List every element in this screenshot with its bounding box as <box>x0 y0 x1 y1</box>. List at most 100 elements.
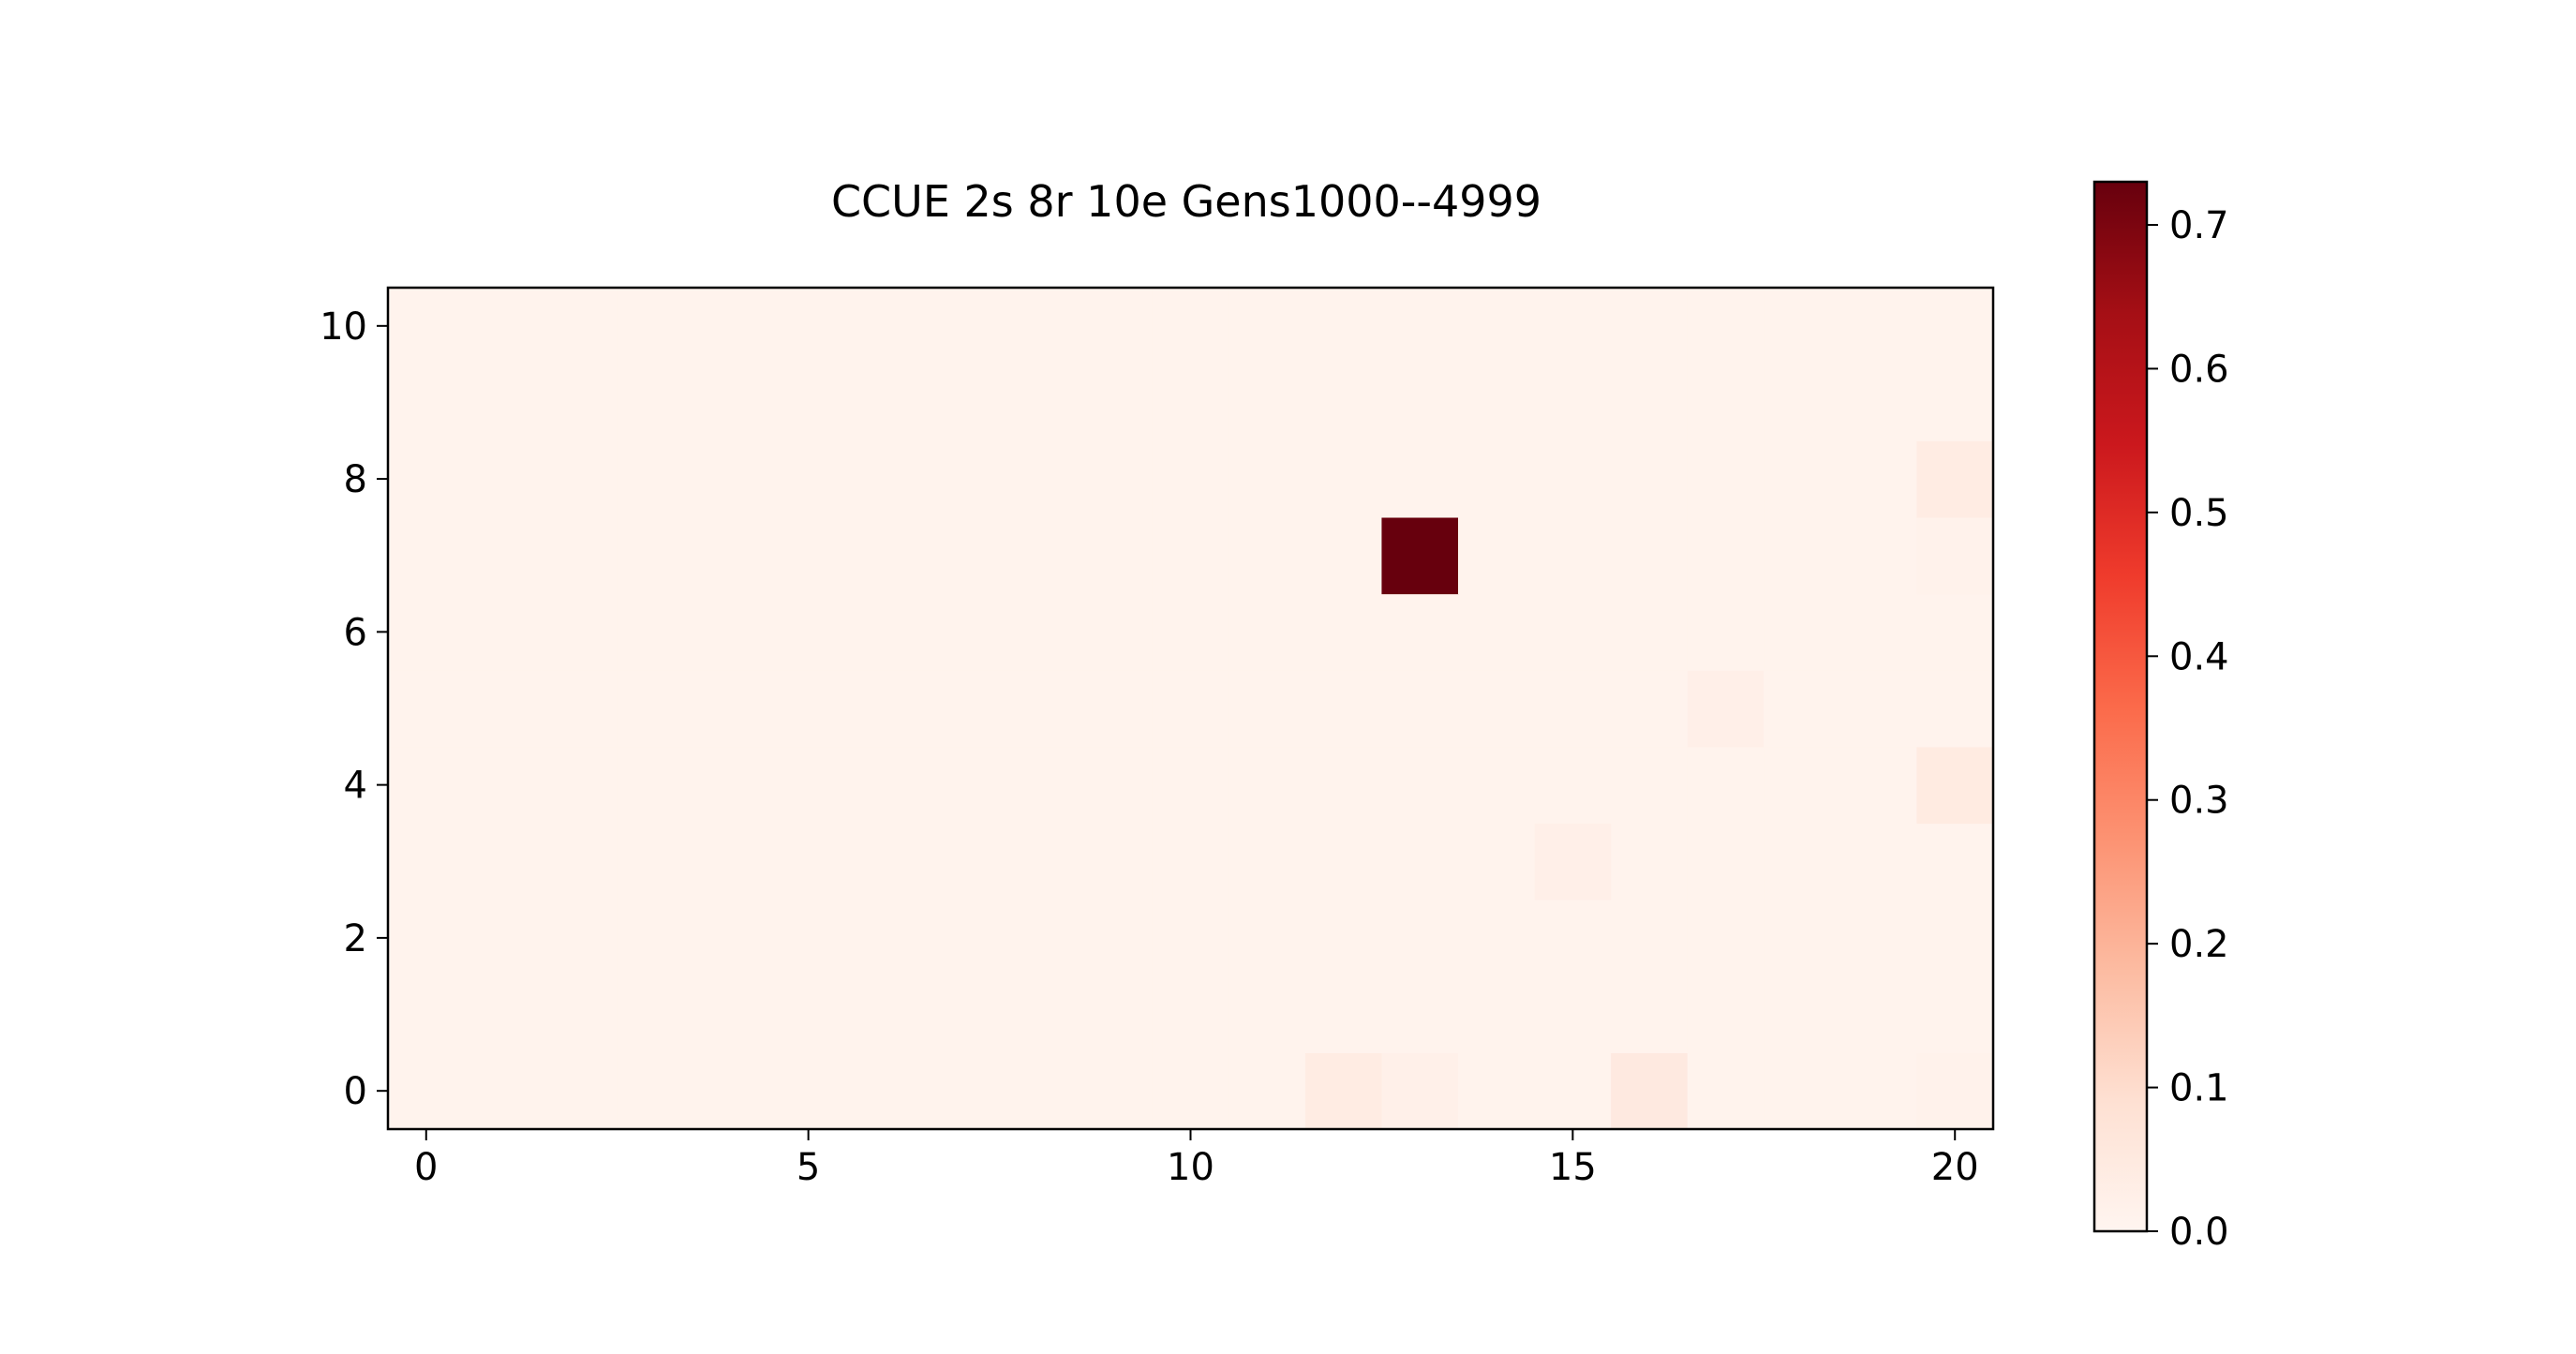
heatmap-cell-2-10 <box>541 288 618 365</box>
heatmap-cell-18-8 <box>1764 440 1841 518</box>
heatmap-cell-6-10 <box>846 288 924 365</box>
heatmap-cell-19-4 <box>1839 746 1918 825</box>
heatmap-cell-14-9 <box>1458 364 1536 441</box>
heatmap-cell-9-0 <box>1076 1052 1154 1130</box>
heatmap-cell-1-7 <box>464 516 542 595</box>
colorbar-tick-label: 0.7 <box>2169 204 2229 247</box>
heatmap-cell-0-7 <box>388 516 466 595</box>
heatmap-cell-10-4 <box>1152 746 1229 825</box>
heatmap-cell-3-5 <box>617 670 694 748</box>
heatmap-cell-0-5 <box>388 670 466 748</box>
heatmap-cell-15-10 <box>1534 288 1612 365</box>
heatmap-cell-15-2 <box>1534 900 1612 977</box>
heatmap-cell-16-10 <box>1611 288 1689 365</box>
heatmap-cell-10-6 <box>1152 593 1229 671</box>
heatmap-cell-2-8 <box>541 440 618 518</box>
heatmap-cell-2-9 <box>541 364 618 441</box>
heatmap-cell-8-6 <box>999 593 1077 671</box>
heatmap-cell-12-3 <box>1304 823 1383 900</box>
heatmap-cell-10-0 <box>1152 1052 1229 1130</box>
heatmap-cell-2-1 <box>541 975 618 1053</box>
x-axis: 0 5 10 15 20 <box>414 1129 1979 1189</box>
heatmap-cell-20-9 <box>1916 364 1994 441</box>
heatmap-cell-1-10 <box>464 288 542 365</box>
heatmap-cell-5-5 <box>769 670 848 748</box>
heatmap-cell-7-8 <box>923 440 1001 518</box>
heatmap-cell-19-8 <box>1839 440 1918 518</box>
heatmap-cell-4-5 <box>693 670 771 748</box>
heatmap-cell-9-1 <box>1076 975 1154 1053</box>
heatmap-cell-14-4 <box>1458 746 1536 825</box>
heatmap-cell-19-2 <box>1839 900 1918 977</box>
heatmap-cell-17-3 <box>1687 823 1764 900</box>
heatmap-cell-7-6 <box>923 593 1001 671</box>
x-tick-label: 5 <box>797 1146 820 1189</box>
heatmap-cell-4-7 <box>693 516 771 595</box>
heatmap-cell-11-1 <box>1228 975 1306 1053</box>
heatmap-cell-8-3 <box>999 823 1077 900</box>
heatmap-cell-6-0 <box>846 1052 924 1130</box>
y-tick-label: 4 <box>344 765 367 808</box>
heatmap-cell-16-3 <box>1611 823 1689 900</box>
heatmap-cell-8-0 <box>999 1052 1077 1130</box>
heatmap-cell-5-8 <box>769 440 848 518</box>
heatmap-cell-10-2 <box>1152 900 1229 977</box>
heatmap-cell-16-2 <box>1611 900 1689 977</box>
y-tick-label: 10 <box>320 305 367 349</box>
heatmap-cell-14-5 <box>1458 670 1536 748</box>
x-tick-label: 0 <box>414 1146 438 1189</box>
heatmap-cell-2-7 <box>541 516 618 595</box>
heatmap-cell-7-4 <box>923 746 1001 825</box>
heatmap-cell-0-2 <box>388 900 466 977</box>
x-tick-label: 10 <box>1167 1146 1214 1189</box>
heatmap-cell-13-3 <box>1381 823 1459 900</box>
y-tick-label: 2 <box>344 917 367 960</box>
heatmap-cell-12-8 <box>1304 440 1383 518</box>
heatmap-cell-14-0 <box>1458 1052 1536 1130</box>
heatmap-cell-18-5 <box>1764 670 1841 748</box>
heatmap-cell-6-5 <box>846 670 924 748</box>
heatmap-cell-17-1 <box>1687 975 1764 1053</box>
heatmap-cell-8-5 <box>999 670 1077 748</box>
heatmap-cell-5-6 <box>769 593 848 671</box>
heatmap-cell-17-10 <box>1687 288 1764 365</box>
heatmap-cell-4-1 <box>693 975 771 1053</box>
heatmap-cell-15-4 <box>1534 746 1612 825</box>
colorbar-tick-label: 0.0 <box>2169 1211 2229 1254</box>
heatmap-cell-17-7 <box>1687 516 1764 595</box>
heatmap-cell-6-3 <box>846 823 924 900</box>
heatmap-cell-17-6 <box>1687 593 1764 671</box>
heatmap-cell-16-4 <box>1611 746 1689 825</box>
heatmap-cell-16-7 <box>1611 516 1689 595</box>
heatmap-cell-11-5 <box>1228 670 1306 748</box>
heatmap-cell-5-2 <box>769 900 848 977</box>
x-tick-label: 15 <box>1549 1146 1597 1189</box>
heatmap-cell-14-2 <box>1458 900 1536 977</box>
heatmap-cell-14-10 <box>1458 288 1536 365</box>
heatmap-cell-7-9 <box>923 364 1001 441</box>
heatmap-cell-17-5 <box>1687 670 1764 748</box>
colorbar <box>2094 182 2147 1231</box>
heatmap-cell-11-3 <box>1228 823 1306 900</box>
heatmap-cell-2-5 <box>541 670 618 748</box>
y-tick-label: 6 <box>344 611 367 654</box>
heatmap-cell-15-8 <box>1534 440 1612 518</box>
heatmap-cell-6-8 <box>846 440 924 518</box>
heatmap-cell-12-10 <box>1304 288 1383 365</box>
heatmap-cell-18-10 <box>1764 288 1841 365</box>
heatmap-cell-13-9 <box>1381 364 1459 441</box>
heatmap-cell-11-0 <box>1228 1052 1306 1130</box>
heatmap-cell-13-1 <box>1381 975 1459 1053</box>
heatmap-cell-1-6 <box>464 593 542 671</box>
heatmap-cell-0-1 <box>388 975 466 1053</box>
heatmap-cell-12-6 <box>1304 593 1383 671</box>
heatmap-cell-0-8 <box>388 440 466 518</box>
heatmap-cell-15-1 <box>1534 975 1612 1053</box>
heatmap-cell-10-8 <box>1152 440 1229 518</box>
heatmap-cell-15-9 <box>1534 364 1612 441</box>
heatmap-cell-18-9 <box>1764 364 1841 441</box>
heatmap-cell-14-1 <box>1458 975 1536 1053</box>
heatmap-cell-9-4 <box>1076 746 1154 825</box>
heatmap-cell-6-2 <box>846 900 924 977</box>
heatmap-cell-7-5 <box>923 670 1001 748</box>
